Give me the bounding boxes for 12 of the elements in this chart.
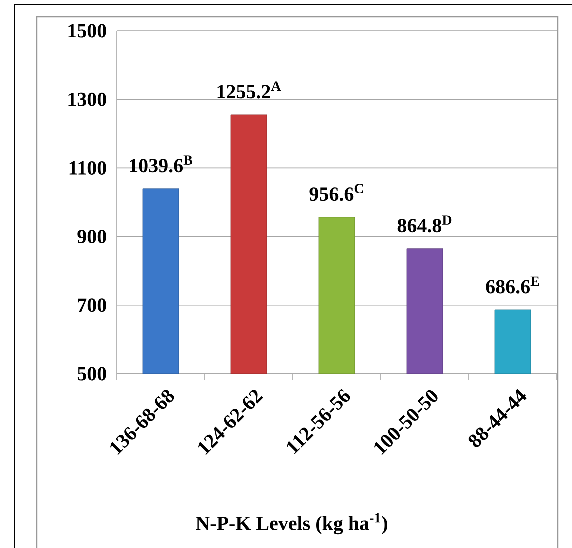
data-label: 1255.2$^{A}$	[218, 82, 282, 99]
y-tick-label: 1300	[68, 92, 106, 106]
y-tick-label: 1100	[70, 161, 106, 175]
data-label: 864.8$^{D}$	[398, 216, 452, 233]
data-label: 686.6$^{E}$	[486, 276, 540, 294]
y-tick-label: 1500	[68, 24, 106, 38]
y-tick-label: 700	[78, 298, 106, 312]
y-tick-label: 900	[78, 230, 106, 244]
x-axis-title: N-P-K Levels (kg ha$^{-1}$)	[196, 513, 388, 535]
data-label: 1039.6$^{B}$	[130, 156, 193, 173]
data-label: 956.6$^{C}$	[310, 184, 364, 202]
y-tick-label: 500	[78, 367, 106, 381]
